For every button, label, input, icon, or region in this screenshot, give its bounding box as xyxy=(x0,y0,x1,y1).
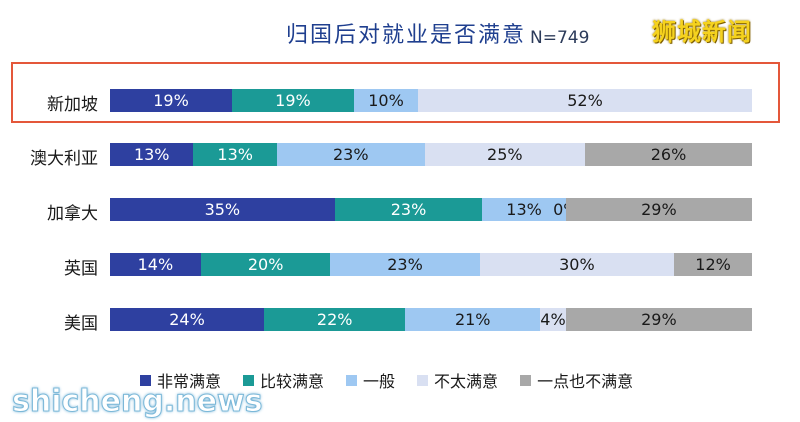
legend-label: 不太满意 xyxy=(434,372,499,391)
data-label: 19% xyxy=(153,91,189,110)
data-label: 23% xyxy=(390,200,427,219)
data-label: 24% xyxy=(169,310,205,329)
bar-segment: 25% xyxy=(424,143,586,166)
data-label: 21% xyxy=(454,310,491,329)
bar-segment: 14% xyxy=(110,253,201,276)
bar-segment: 23% xyxy=(276,143,425,166)
bar-row: 35%23%13%0%29% xyxy=(110,198,752,221)
data-label: 4% xyxy=(540,310,566,329)
data-label: 29% xyxy=(641,200,677,219)
bar-row: 14% 20% 23% 30% 12% xyxy=(110,253,752,276)
bar-row: 19% 19% 10% 52% xyxy=(110,89,752,112)
bar-segment: 19% xyxy=(110,89,232,112)
legend-swatch xyxy=(417,374,429,386)
bar-segment: 22% xyxy=(264,308,406,331)
category-label: 英国 xyxy=(64,259,98,279)
legend-label: 一点也不满意 xyxy=(537,372,634,391)
bar-segment: 4% xyxy=(540,308,566,331)
data-label: 13% xyxy=(217,145,253,164)
legend-label: 一般 xyxy=(363,372,396,391)
legend-label: 非常满意 xyxy=(157,372,222,391)
bar-segment: 23% xyxy=(334,198,483,221)
bar-segment: 52% xyxy=(418,89,752,112)
bar-segment: 29% xyxy=(565,198,752,221)
bar-segment: 12% xyxy=(674,253,752,276)
bar-segment: 24% xyxy=(110,308,265,331)
bar-segment: 30% xyxy=(479,253,675,276)
legend: 非常满意 比较满意 一般 不太满意 一点也不满意 xyxy=(140,368,633,392)
data-label: 12% xyxy=(695,255,731,274)
category-label: 新加坡 xyxy=(47,95,98,115)
bar-segment: 13% xyxy=(110,143,194,166)
bar-row: 13% 13% 23% 25% 26% xyxy=(110,143,752,166)
category-label: 加拿大 xyxy=(47,204,98,224)
bar-segment: 19% xyxy=(231,89,354,112)
bar-segment: 29% xyxy=(565,308,752,331)
data-label: 20% xyxy=(247,255,284,274)
sample-size-label: N=749 xyxy=(530,28,590,48)
legend-item: 一般 xyxy=(346,368,395,392)
category-label: 美国 xyxy=(64,314,98,334)
chart-title: 归国后对就业是否满意 xyxy=(286,23,527,48)
legend-item: 一点也不满意 xyxy=(520,368,633,392)
highlight-box xyxy=(11,62,780,123)
bar-segment: 35% xyxy=(110,198,335,221)
data-label: 52% xyxy=(567,91,603,110)
category-label: 澳大利亚 xyxy=(30,149,98,169)
data-label: 10% xyxy=(368,91,404,110)
data-label: 14% xyxy=(137,255,174,274)
legend-label: 比较满意 xyxy=(260,372,325,391)
data-label: 13% xyxy=(506,200,542,219)
bar-segment: 26% xyxy=(585,143,752,166)
bar-segment: 21% xyxy=(405,308,541,331)
watermark-top: 狮城新闻 xyxy=(652,18,752,46)
bar-row: 24% 22% 21% 4% 29% xyxy=(110,308,752,331)
legend-swatch xyxy=(140,374,151,386)
bar-segment: 10% xyxy=(353,89,419,112)
data-label: 23% xyxy=(387,255,423,274)
data-label: 29% xyxy=(641,310,677,329)
legend-item: 比较满意 xyxy=(243,368,324,392)
bar-segment: 23% xyxy=(330,253,480,276)
watermark-bottom: shicheng.news xyxy=(12,384,263,420)
data-label: 30% xyxy=(559,255,595,274)
legend-swatch xyxy=(346,374,358,386)
bar-segment: 13% xyxy=(482,198,566,221)
bar-segment: 13% xyxy=(193,143,277,166)
data-label: 26% xyxy=(650,145,687,164)
bar-segment: 20% xyxy=(200,253,331,276)
data-label: 13% xyxy=(133,145,170,164)
data-label: 35% xyxy=(204,200,241,219)
data-label: 25% xyxy=(487,145,523,164)
legend-item: 不太满意 xyxy=(417,368,498,392)
data-label: 23% xyxy=(332,145,369,164)
data-label: 22% xyxy=(316,310,353,329)
legend-swatch xyxy=(243,374,255,386)
data-label: 19% xyxy=(275,91,311,110)
legend-item: 非常满意 xyxy=(140,368,221,392)
legend-swatch xyxy=(520,374,532,386)
